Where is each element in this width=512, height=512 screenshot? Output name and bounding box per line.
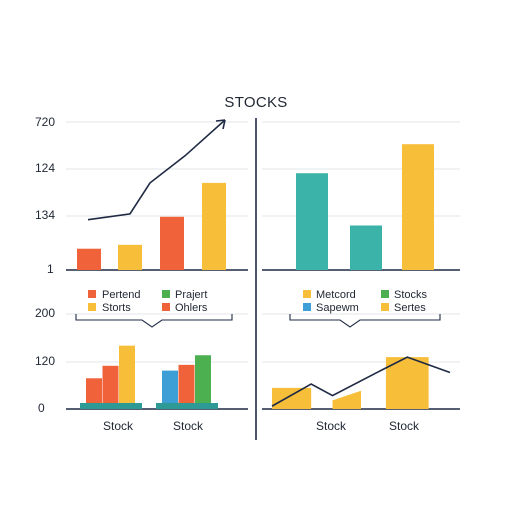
chart-title: STOCKS	[224, 94, 287, 111]
legend-label: Ohlers	[175, 302, 208, 314]
baseline-strip	[156, 403, 218, 409]
legend-swatch	[303, 303, 311, 311]
y-tick-label: 200	[35, 306, 55, 320]
legend-label: Stocks	[394, 289, 428, 301]
top-left-y-ticks: 720 124 134 1	[35, 115, 55, 276]
legend-left-callout	[75, 314, 233, 328]
y-tick-label: 720	[35, 115, 55, 129]
bar	[350, 225, 382, 270]
x-category-label: Stock	[103, 419, 134, 433]
series-line	[271, 356, 451, 407]
area-fill	[272, 357, 429, 409]
bar	[118, 244, 142, 270]
x-category-label: Stock	[389, 419, 420, 433]
y-tick-label: 0	[38, 401, 45, 415]
legend-label: Sertes	[394, 302, 426, 314]
legend-label: Storts	[102, 302, 131, 314]
legend-label: Metcord	[316, 289, 356, 301]
legend-label: Prajert	[175, 289, 207, 301]
legend-right: Metcord Stocks Sapewm Sertes	[289, 289, 441, 328]
x-category-label: Stock	[173, 419, 204, 433]
y-tick-label: 124	[35, 161, 55, 175]
gridlines	[66, 121, 460, 363]
legend-right-callout	[289, 314, 441, 328]
legend-left: Pertend Prajert Storts Ohlers	[75, 289, 233, 328]
legend-swatch	[381, 290, 389, 298]
bar	[402, 144, 434, 270]
bar	[178, 364, 195, 409]
legend-label: Pertend	[102, 289, 141, 301]
bar	[77, 248, 101, 270]
baseline-strip	[80, 403, 142, 409]
trend-line	[87, 119, 226, 221]
chart-marks	[77, 119, 451, 409]
legend-swatch	[303, 290, 311, 298]
legend-swatch	[88, 303, 96, 311]
y-tick-label: 120	[35, 354, 55, 368]
legend-swatch	[381, 303, 389, 311]
bar	[119, 345, 135, 409]
legend-swatch	[162, 303, 170, 311]
legend-label: Sapewm	[316, 302, 359, 314]
trend-arrowhead	[215, 119, 226, 130]
bar	[102, 365, 119, 409]
x-category-label: Stock	[316, 419, 347, 433]
bottom-left-y-ticks: 200 120 0	[35, 306, 55, 415]
y-tick-label: 1	[47, 262, 54, 276]
bar	[160, 216, 184, 270]
bar	[202, 182, 226, 270]
legend-swatch	[88, 290, 96, 298]
bar	[162, 370, 178, 409]
bar	[195, 355, 211, 409]
legend-swatch	[162, 290, 170, 298]
y-tick-label: 134	[35, 208, 55, 222]
bar	[296, 173, 328, 270]
bar	[86, 378, 102, 409]
